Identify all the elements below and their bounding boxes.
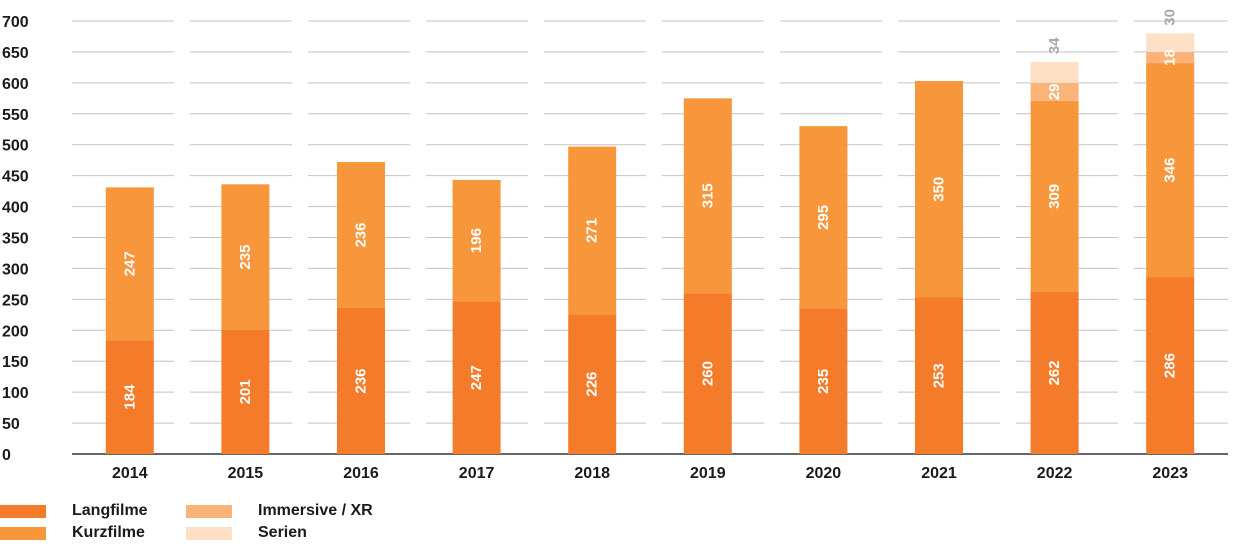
bar-segment [1030,82,1079,101]
data-label: 34 [1046,37,1063,54]
x-tick-label: 2015 [228,465,264,482]
data-label: 271 [584,218,601,243]
legend-label-kurzfilme: Kurzfilme [72,524,145,541]
bar-segment [1146,33,1195,52]
bar-segment [452,179,501,302]
x-tick-label: 2020 [806,465,842,482]
data-label: 247 [121,251,138,276]
data-label: 226 [584,372,601,397]
y-tick-label: 700 [2,14,29,31]
data-label: 18 [1162,49,1179,66]
data-label: 262 [1046,360,1063,385]
y-tick-label: 250 [2,292,29,309]
y-tick-label: 650 [2,45,29,62]
bar-segment [1146,51,1195,64]
y-axis: 0 50 100 150 200 250 300 350 400 450 500 550 600 650 7… [2,14,29,464]
bar-segment [568,146,617,315]
bar-segment [1030,100,1079,292]
y-tick-label: 100 [2,385,29,402]
y-tick-label: 500 [2,138,29,155]
legend-label-serien: Serien [258,524,307,541]
data-label: 247 [468,365,485,390]
y-tick-label: 0 [2,447,11,464]
data-label: 260 [699,361,716,386]
bar-segment [799,308,848,454]
data-label: 236 [353,368,370,393]
legend-item-langfilme: Langfilme [0,502,148,520]
bar-segment [221,329,270,454]
bars [105,33,1195,454]
data-label: 309 [1046,184,1063,209]
bar-segment [1030,61,1079,83]
bar-segment [683,293,732,454]
data-label: 29 [1046,83,1063,100]
bar-segment [452,301,501,454]
legend-label-immersive-xr: Immersive / XR [258,502,373,519]
data-labels: 184 247 201 235 236 236 247 196 226 271 260 315 235 2… [121,9,1178,410]
x-tick-label: 2023 [1152,465,1188,482]
data-label: 286 [1162,353,1179,378]
bar-segment [105,340,154,454]
legend-item-immersive-xr: Immersive / XR [186,502,373,520]
bar-segment [337,162,385,309]
x-tick-label: 2017 [459,465,495,482]
data-label: 235 [237,244,254,269]
bar-segment [568,314,617,454]
y-tick-label: 200 [2,323,29,340]
bar-segment [1030,291,1079,454]
bar-segment [1146,277,1195,454]
y-tick-label: 550 [2,107,29,124]
bar-segment [337,308,385,454]
data-label: 196 [468,228,485,253]
legend-swatch-langfilme [0,504,46,518]
data-label: 184 [121,384,138,410]
bar-segment [915,297,963,454]
data-label: 201 [237,379,254,404]
legend-swatch-kurzfilme [0,526,46,540]
x-axis: 2014 2015 2016 2017 2018 2019 2020 2021 2022 2023 [72,453,1228,482]
data-label: 315 [699,183,716,208]
y-tick-label: 400 [2,200,29,217]
legend-swatch-immersive-xr [186,504,232,518]
data-label: 295 [815,205,832,230]
bar-segment [221,184,270,330]
y-tick-label: 300 [2,261,29,278]
x-tick-label: 2019 [690,465,726,482]
bar-segment [105,187,154,341]
x-tick-label: 2018 [574,465,610,482]
bar-segment [1146,63,1195,278]
legend: Langfilme Kurzfilme Immersive / XR Serie… [0,498,420,544]
x-tick-label: 2016 [343,465,379,482]
x-tick-label: 2021 [921,465,957,482]
data-label: 350 [931,177,948,202]
data-label: 30 [1162,9,1179,26]
stacked-bar-chart: 0 50 100 150 200 250 300 350 400 450 500 550 600 650 7… [2,9,1228,482]
y-tick-label: 450 [2,169,29,186]
x-tick-label: 2014 [112,465,148,482]
y-tick-label: 150 [2,354,29,371]
y-tick-label: 600 [2,76,29,93]
legend-item-serien: Serien [186,524,307,542]
bar-segment [799,126,848,309]
legend-label-langfilme: Langfilme [72,502,148,519]
bar-segment [915,81,963,298]
legend-item-kurzfilme: Kurzfilme [0,524,145,542]
data-label: 236 [353,223,370,248]
data-label: 253 [931,363,948,388]
x-tick-label: 2022 [1037,465,1073,482]
data-label: 346 [1162,158,1179,183]
data-label: 235 [815,369,832,394]
legend-swatch-serien [186,526,232,540]
y-tick-label: 50 [2,416,20,433]
bar-segment [683,98,732,294]
y-tick-label: 350 [2,231,29,248]
